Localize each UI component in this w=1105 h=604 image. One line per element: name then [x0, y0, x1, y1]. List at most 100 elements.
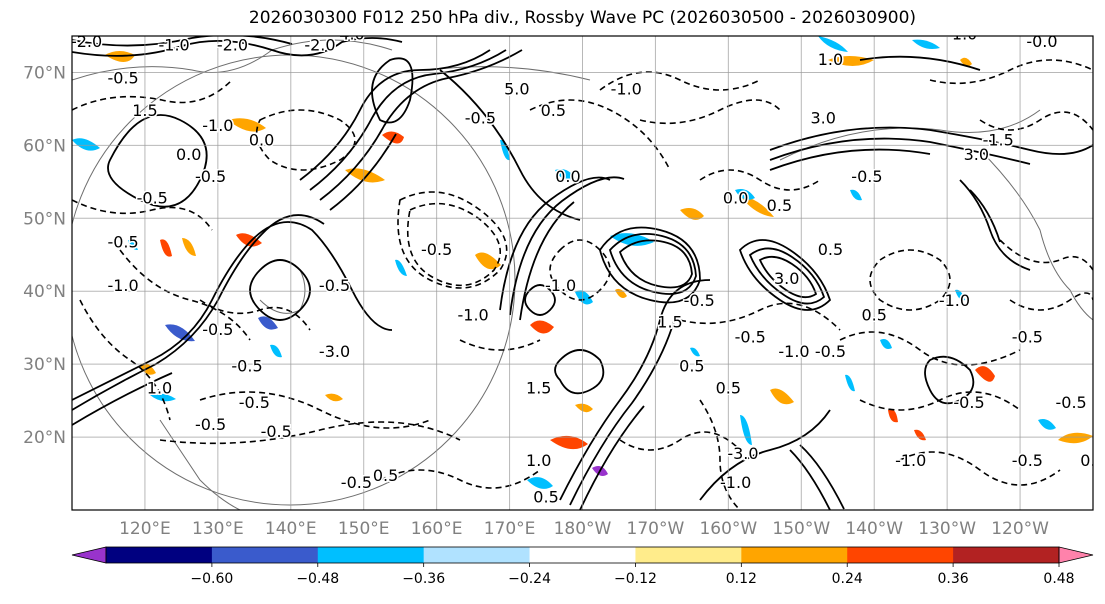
shade-patch [345, 168, 385, 183]
contour-label: -0.5 [341, 473, 372, 492]
contour-line [554, 349, 605, 395]
lat-tick-label: 60°N [23, 136, 66, 156]
contour-line [619, 431, 741, 451]
contour-line [72, 79, 233, 111]
contour-line [758, 255, 818, 299]
lon-tick-label: 170°E [484, 519, 536, 539]
contour-label: 0.0 [249, 130, 274, 149]
contour-line [924, 355, 975, 405]
contour-label: -1.0 [457, 305, 488, 324]
coastline [779, 109, 1041, 161]
map-title: 2026030300 F012 250 hPa div., Rossby Wav… [248, 8, 917, 28]
lat-tick-label: 70°N [23, 63, 66, 83]
shade-patch [165, 324, 195, 342]
contour-line [519, 201, 575, 321]
solid-contours [72, 36, 1093, 510]
lat-tick-label: 50°N [23, 209, 66, 229]
contour-line [107, 114, 208, 208]
contour-line [379, 469, 541, 489]
contour-line [72, 372, 173, 426]
shade-patch [888, 409, 898, 423]
contour-label: -0.0 [1026, 32, 1057, 51]
contour-label: -1.0 [720, 473, 751, 492]
contour-label: -0.5 [239, 393, 270, 412]
shade-patch [845, 374, 855, 392]
contour-label: 1.0 [818, 50, 843, 69]
contour-line [999, 239, 1093, 271]
contour-label: 0.0 [555, 167, 580, 186]
contour-line [738, 239, 832, 311]
lat-tick-label: 40°N [23, 282, 66, 302]
colorbar-segment [106, 547, 213, 563]
contour-label: 0.5 [767, 196, 792, 215]
contour-label: -1.0 [778, 342, 809, 361]
lon-tick-label: 150°E [338, 519, 390, 539]
contour-line [371, 57, 414, 124]
contour-label: -0.5 [195, 415, 226, 434]
lon-tick-label: 150°W [772, 519, 830, 539]
contour-label: 3.0 [774, 269, 799, 288]
colorbar-tick-label: −0.48 [296, 571, 339, 587]
contour-label: -0.5 [1012, 451, 1043, 470]
contour-line [72, 199, 213, 231]
contour-label: 5.0 [504, 79, 529, 98]
contour-label: -0.5 [107, 232, 138, 251]
contour-label: -2.0 [217, 36, 248, 55]
lon-tick-label: 160°E [411, 519, 463, 539]
contour-label: -1.5 [983, 130, 1014, 149]
colorbar-tick-label: 0.48 [1043, 571, 1074, 587]
lon-tick-label: 180°W [554, 519, 612, 539]
colorbar-segment [423, 547, 531, 563]
lon-tick-label: 160°W [699, 519, 757, 539]
contour-line [72, 37, 403, 57]
contour-label: 0.5 [818, 240, 843, 259]
contour-line [959, 179, 1031, 271]
colorbar-tick-label: −0.24 [508, 571, 551, 587]
shade-patch [735, 189, 755, 200]
shade-patch [880, 339, 892, 349]
shade-patch [575, 290, 593, 305]
contour-line [679, 302, 841, 331]
contour-label: 1.5 [526, 378, 551, 397]
contour-line [72, 36, 293, 47]
shade-patch [258, 316, 278, 330]
contour-label: 3.0 [810, 109, 835, 128]
contour-line [406, 202, 502, 287]
map-frame [71, 35, 1094, 511]
contour-label: 1.0 [526, 451, 551, 470]
contour-label: 0.5 [373, 466, 398, 485]
contour-line [859, 55, 981, 71]
contour-label: -1.0 [611, 79, 642, 98]
lon-tick-label: 140°W [845, 519, 903, 539]
contour-label: 3.0 [964, 145, 989, 164]
contour-line [439, 69, 581, 221]
contour-label: 0.5 [861, 305, 886, 324]
shade-patch [1058, 432, 1093, 444]
contour-line [199, 391, 431, 429]
contour-line [199, 299, 311, 331]
lat-tick-label: 30°N [23, 355, 66, 375]
contour-line [699, 169, 821, 191]
contour-line [499, 176, 611, 311]
shade-patch [527, 477, 553, 489]
contour-line [72, 221, 393, 401]
shade-patch [128, 240, 138, 250]
shade-patch [770, 388, 794, 405]
colorbar-segment [741, 547, 848, 563]
contour-label: -0.5 [421, 240, 452, 259]
contour-label: -1.0 [946, 25, 977, 44]
contour-label: -3.0 [727, 444, 758, 463]
contour-label: -0.5 [953, 393, 984, 412]
contour-line [529, 99, 671, 171]
shade-patch [914, 429, 926, 441]
contour-line [249, 259, 311, 321]
contour-line [859, 391, 1021, 411]
contour-label: -0.5 [261, 422, 292, 441]
lat-tick-label: 20°N [23, 428, 66, 448]
contour-line [309, 49, 507, 191]
colorbar-tick-label: 0.24 [832, 571, 863, 587]
lon-tick-label: 120°W [991, 519, 1049, 539]
shade-patch [850, 189, 862, 201]
lon-tick-label: 170°W [627, 519, 685, 539]
contour-label: -2.0 [71, 32, 102, 51]
